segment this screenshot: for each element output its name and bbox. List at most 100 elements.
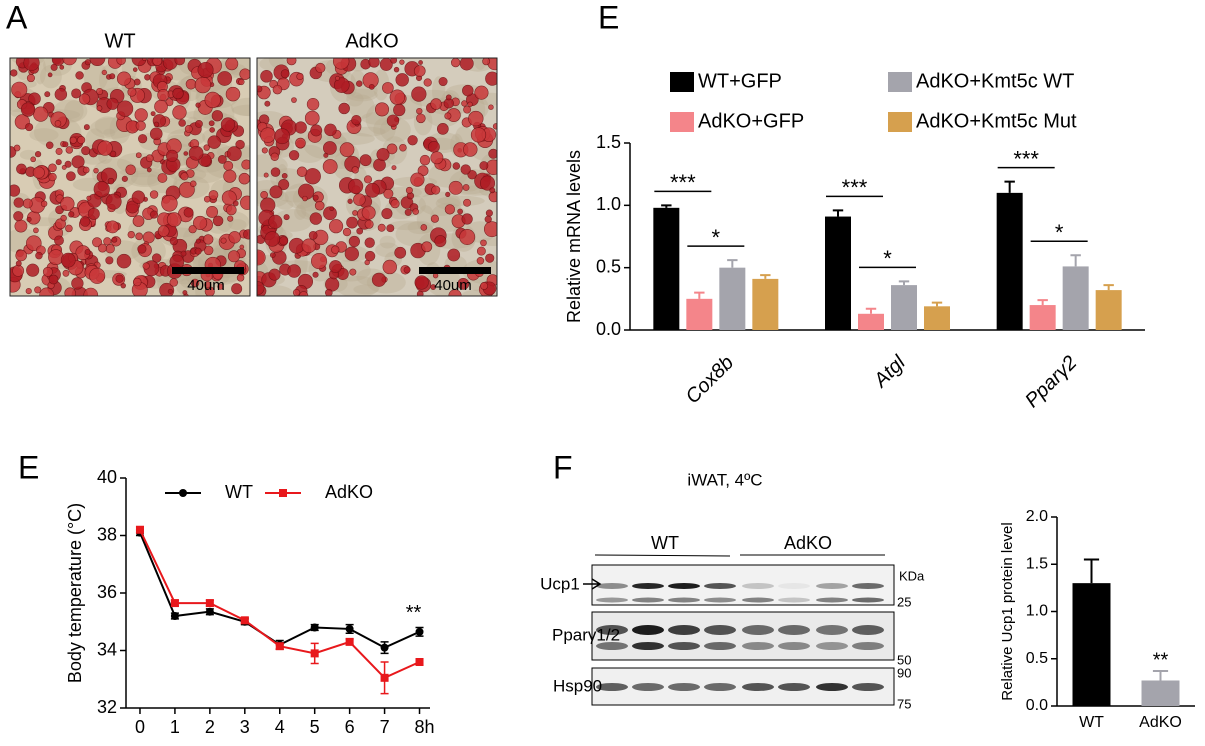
lipid-droplet bbox=[448, 180, 463, 195]
lipid-droplet bbox=[145, 154, 154, 163]
lipid-droplet bbox=[217, 71, 233, 86]
lipid-droplet bbox=[283, 214, 290, 221]
lipid-droplet bbox=[483, 221, 497, 238]
bar bbox=[686, 298, 713, 330]
lipid-droplet bbox=[349, 268, 357, 276]
lipid-droplet bbox=[197, 61, 214, 78]
lipid-droplet bbox=[203, 144, 210, 151]
kda-label: KDa bbox=[899, 568, 925, 583]
band bbox=[816, 683, 848, 691]
scale-bar bbox=[172, 267, 244, 274]
lipid-droplet bbox=[348, 178, 364, 194]
lipid-droplet bbox=[238, 172, 250, 185]
y-tick-label: 1.5 bbox=[1026, 555, 1048, 572]
lipid-droplet bbox=[157, 225, 170, 237]
lipid-droplet bbox=[257, 249, 266, 266]
y-tick-label: 2.0 bbox=[1026, 508, 1048, 525]
lipid-droplet bbox=[263, 172, 269, 178]
lipid-droplet bbox=[169, 254, 185, 270]
point bbox=[345, 624, 354, 633]
lipid-droplet bbox=[81, 146, 91, 156]
lipid-droplet bbox=[217, 283, 224, 290]
lipid-droplet bbox=[204, 91, 221, 109]
line bbox=[139, 532, 420, 649]
band bbox=[816, 583, 848, 589]
lipid-droplet bbox=[203, 195, 211, 203]
lipid-droplet bbox=[14, 219, 28, 233]
y-tick-label: 36 bbox=[97, 582, 117, 602]
lipid-droplet bbox=[314, 200, 325, 211]
lipid-droplet bbox=[325, 277, 340, 292]
lipid-droplet bbox=[180, 172, 189, 181]
lipid-droplet bbox=[467, 101, 473, 108]
lipid-droplet bbox=[324, 123, 337, 137]
lipid-droplet bbox=[395, 73, 409, 87]
bar bbox=[653, 207, 680, 330]
lipid-droplet bbox=[183, 151, 189, 156]
lipid-droplet bbox=[460, 164, 471, 175]
lipid-droplet bbox=[386, 114, 400, 127]
lipid-droplet bbox=[347, 198, 353, 204]
lipid-droplet bbox=[348, 235, 360, 248]
lipid-droplet bbox=[15, 249, 28, 262]
y-tick-label: 0.5 bbox=[596, 256, 621, 276]
lipid-droplet bbox=[418, 60, 423, 65]
image-label: AdKO bbox=[345, 30, 398, 52]
line bbox=[139, 529, 420, 680]
lipid-droplet bbox=[60, 196, 75, 211]
error-bar bbox=[1070, 254, 1081, 267]
lipid-droplet bbox=[25, 288, 32, 295]
y-axis-label: Body temperature (°C) bbox=[65, 503, 85, 683]
lipid-droplet bbox=[238, 78, 245, 86]
error-bar bbox=[1152, 670, 1169, 681]
lipid-droplet bbox=[25, 123, 34, 132]
lipid-droplet bbox=[22, 198, 33, 209]
lipid-droplet bbox=[138, 134, 148, 144]
lipid-droplet bbox=[335, 75, 340, 81]
lipid-droplet bbox=[142, 262, 150, 270]
x-tick-label: Pparγ2 bbox=[1021, 352, 1081, 412]
y-tick-label: 1.5 bbox=[596, 132, 621, 152]
significance: *** bbox=[670, 170, 696, 195]
lipid-droplet bbox=[485, 209, 493, 217]
lipid-droplet bbox=[135, 120, 146, 131]
lipid-droplet bbox=[107, 177, 115, 185]
lipid-droplet bbox=[225, 86, 241, 102]
significance: * bbox=[1055, 220, 1064, 245]
lipid-droplet bbox=[344, 246, 359, 261]
lipid-droplet bbox=[476, 246, 486, 256]
lipid-droplet bbox=[260, 190, 269, 199]
lipid-droplet bbox=[10, 69, 18, 77]
lipid-droplet bbox=[338, 102, 350, 115]
lipid-droplet bbox=[430, 214, 439, 223]
lipid-droplet bbox=[278, 178, 290, 191]
lipid-droplet bbox=[142, 231, 155, 244]
legend-label: AdKO+GFP bbox=[698, 110, 804, 132]
lipid-droplet bbox=[28, 92, 41, 106]
lipid-droplet bbox=[149, 190, 159, 199]
lipid-droplet bbox=[414, 275, 429, 290]
lipid-droplet bbox=[431, 185, 441, 195]
lipid-droplet bbox=[423, 78, 432, 87]
band bbox=[596, 642, 628, 650]
lipid-droplet bbox=[35, 251, 43, 260]
lipid-droplet bbox=[13, 197, 24, 208]
lipid-droplet bbox=[416, 107, 423, 115]
lipid-droplet bbox=[389, 89, 406, 105]
lipid-droplet bbox=[44, 91, 51, 98]
lipid-droplet bbox=[64, 287, 76, 296]
lipid-droplet bbox=[220, 117, 236, 132]
lipid-droplet bbox=[480, 239, 487, 247]
error-bar bbox=[1037, 299, 1048, 306]
lipid-droplet bbox=[33, 227, 39, 234]
lipid-droplet bbox=[364, 219, 374, 229]
lipid-droplet bbox=[361, 205, 376, 220]
lipid-droplet bbox=[476, 256, 485, 265]
lipid-droplet bbox=[172, 105, 187, 120]
lipid-droplet bbox=[212, 215, 224, 227]
point bbox=[380, 643, 389, 652]
lipid-droplet bbox=[61, 164, 67, 170]
lipid-droplet bbox=[193, 215, 208, 230]
band bbox=[596, 597, 628, 603]
lipid-droplet bbox=[60, 252, 76, 268]
